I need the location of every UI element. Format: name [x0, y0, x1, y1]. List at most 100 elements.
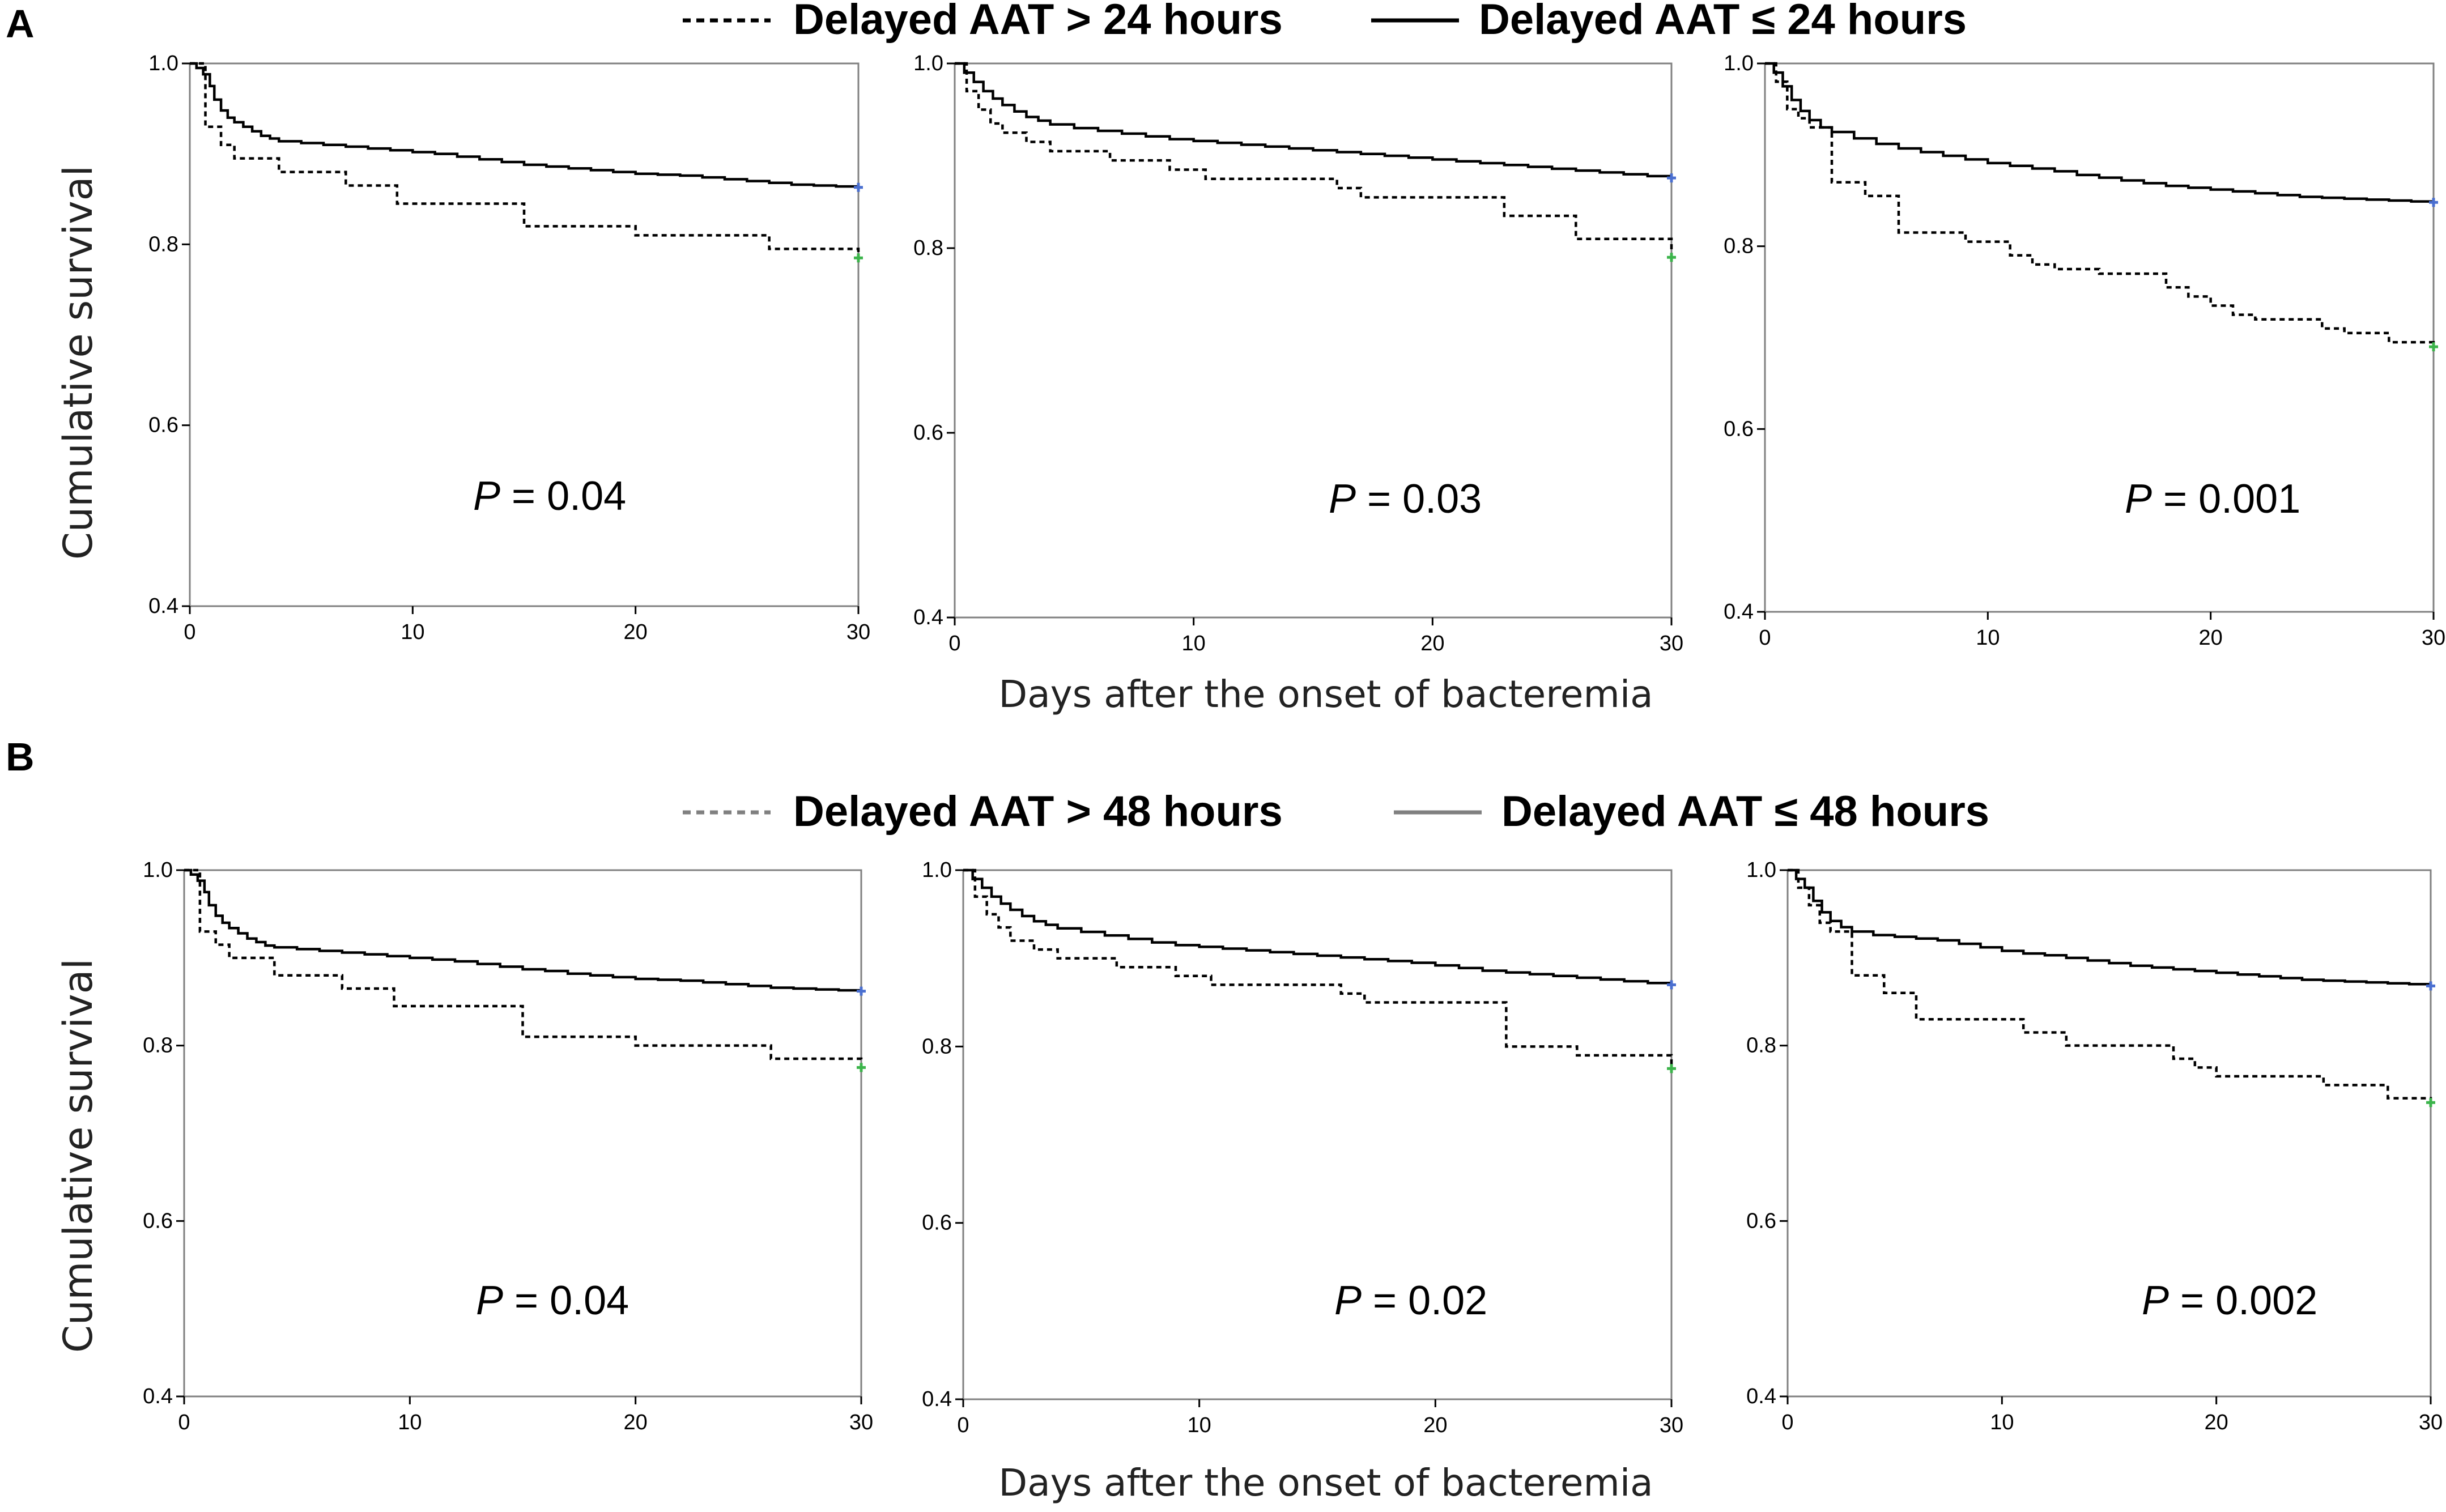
plot-b3-xtick-label: 30: [2419, 1411, 2443, 1434]
plot-a3: 0.4 0.6 0.8 1.0 0 10 20 30 P = 0.001: [1724, 52, 2445, 650]
plot-b2-dashed-censor-mark: [1667, 1064, 1676, 1074]
plot-b1-xtick-label: 20: [624, 1411, 648, 1434]
plot-b2-ytick-label: 0.8: [922, 1034, 952, 1058]
plot-a1-xtick-label: 30: [846, 620, 870, 644]
plot-a1-xtick-label: 20: [624, 620, 648, 644]
plot-a3-frame: [1764, 62, 2435, 613]
plot-a1-ytick-label: 0.6: [148, 414, 178, 437]
plot-b1-solid-curve: [184, 868, 863, 992]
plot-b1: 0.4 0.6 0.8 1.0 0 10 20 30 P = 0.04: [143, 858, 873, 1434]
plot-a3-ytick-label: 0.6: [1724, 417, 1754, 441]
plot-b1-p-number: = 0.04: [503, 1278, 629, 1323]
plot-b3-xtick-label: 20: [2205, 1411, 2228, 1434]
plot-a2-xtick-label: 10: [1182, 632, 1206, 655]
plot-b2-xtick-label: 0: [957, 1413, 969, 1437]
plot-b3-frame: [1786, 869, 2432, 1398]
plot-a1-p-symbol: P: [473, 474, 500, 519]
plot-b3-xtick-label: 10: [1990, 1411, 2014, 1434]
plot-a1-ytick-label: 1.0: [148, 52, 178, 75]
plot-a2-p-number: = 0.03: [1356, 476, 1482, 522]
plot-a1-solid-censor-mark: [854, 182, 863, 192]
plot-a1-p-value: P = 0.04: [473, 474, 626, 519]
plot-b2-solid-curve: [963, 868, 1673, 985]
plot-b3-p-symbol: P: [2142, 1278, 2169, 1323]
plot-b2-ytick-label: 0.4: [922, 1387, 952, 1411]
plot-a2-ytick-label: 1.0: [913, 52, 943, 75]
plot-b3-ytick-label: 0.4: [1746, 1385, 1776, 1408]
plot-a2-p-symbol: P: [1329, 476, 1356, 522]
plot-b3-dashed-censor-mark: [2426, 1098, 2435, 1108]
plot-b3-p-number: = 0.002: [2169, 1278, 2317, 1323]
plot-b3-p-value: P = 0.002: [2142, 1278, 2317, 1323]
plot-b2: 0.4 0.6 0.8 1.0 0 10 20 30 P = 0.02: [922, 858, 1683, 1437]
plot-b2-ytick-label: 0.6: [922, 1211, 952, 1235]
plot-b1-p-symbol: P: [476, 1278, 503, 1323]
plot-b3-ytick-label: 1.0: [1746, 858, 1776, 882]
plot-b2-dashed-curve: [963, 868, 1673, 1069]
plot-a1-dashed-censor-mark: [854, 253, 863, 263]
plot-b2-xtick-label: 10: [1188, 1413, 1211, 1437]
plot-a2-p-value: P = 0.03: [1329, 476, 1482, 522]
plot-b2-xtick-label: 20: [1423, 1413, 1447, 1437]
plot-a2-ytick-label: 0.8: [913, 236, 943, 260]
legend-b-dashed-label: Delayed AAT > 48 hours: [793, 787, 1283, 836]
plot-a2: 0.4 0.6 0.8 1.0 0 10 20 30 P = 0.03: [913, 52, 1683, 655]
plot-a1-xtick-label: 10: [401, 620, 424, 644]
plot-a3-p-value: P = 0.001: [2125, 476, 2300, 522]
legend-a-solid-label: Delayed AAT ≤ 24 hours: [1479, 0, 1967, 44]
plot-a2-dashed-censor-mark: [1667, 253, 1676, 262]
plot-a2-solid-censor-mark: [1667, 173, 1676, 183]
legend-a-dashed-label: Delayed AAT > 24 hours: [793, 0, 1283, 44]
plot-a1: 0.4 0.6 0.8 1.0 0 10 20 30 P = 0.04: [148, 52, 870, 644]
plot-b1-dashed-censor-mark: [857, 1063, 866, 1072]
plot-b3-xtick-label: 0: [1781, 1411, 1793, 1434]
plot-a3-ytick-label: 1.0: [1724, 52, 1754, 75]
plot-b1-ytick-label: 0.6: [143, 1209, 173, 1233]
plot-b1-p-value: P = 0.04: [476, 1278, 629, 1323]
plot-a2-frame: [954, 62, 1673, 619]
plot-b2-xtick-label: 30: [1660, 1413, 1683, 1437]
plot-b2-frame: [962, 869, 1673, 1400]
plot-b3-ytick-label: 0.8: [1746, 1034, 1776, 1058]
plot-b1-ytick-label: 1.0: [143, 858, 173, 882]
plot-a1-ytick-label: 0.4: [148, 594, 178, 618]
plot-a3-dashed-censor-mark: [2429, 342, 2438, 352]
legend-b-solid-label: Delayed AAT ≤ 48 hours: [1501, 787, 1989, 836]
legend-b: Delayed AAT > 48 hours Delayed AAT ≤ 48 …: [683, 787, 1989, 836]
panel-a-xlabel: Days after the onset of bacteremia: [998, 672, 1653, 716]
plot-a1-frame: [189, 62, 860, 607]
plot-a1-dashed-curve: [190, 62, 860, 258]
plot-a3-p-symbol: P: [2125, 476, 2152, 522]
plot-a3-xtick-label: 30: [2422, 626, 2445, 650]
plot-a1-xtick-label: 0: [184, 620, 195, 644]
plot-b2-p-number: = 0.02: [1362, 1278, 1487, 1323]
plot-a2-xtick-label: 30: [1660, 632, 1683, 655]
panel-b-xlabel: Days after the onset of bacteremia: [998, 1461, 1653, 1505]
plot-a3-solid-curve: [1765, 62, 2435, 203]
plot-a1-solid-curve: [190, 62, 860, 188]
panel-a-letter: A: [6, 2, 35, 46]
plot-b3-solid-curve: [1788, 868, 2432, 986]
plot-a3-p-number: = 0.001: [2152, 476, 2300, 522]
plot-b1-ytick-label: 0.4: [143, 1385, 173, 1408]
plot-a3-xtick-label: 0: [1759, 626, 1771, 650]
plot-b1-frame: [183, 869, 862, 1398]
plot-b1-xtick-label: 0: [178, 1411, 190, 1434]
plot-b1-solid-censor-mark: [857, 986, 866, 996]
plot-b2-p-symbol: P: [1334, 1278, 1362, 1323]
plot-b1-ytick-label: 0.8: [143, 1034, 173, 1058]
plot-a2-solid-curve: [955, 62, 1673, 178]
plot-a1-p-number: = 0.04: [500, 474, 626, 519]
panel-b-letter: B: [6, 735, 35, 779]
panel-a-ylabel: Cumulative survival: [55, 165, 101, 560]
plot-a2-ytick-label: 0.6: [913, 421, 943, 445]
plot-a3-ytick-label: 0.8: [1724, 235, 1754, 258]
legend-a: Delayed AAT > 24 hours Delayed AAT ≤ 24 …: [683, 0, 1967, 44]
panel-b-ylabel: Cumulative survival: [55, 959, 101, 1353]
plot-a3-solid-censor-mark: [2429, 198, 2438, 207]
plot-a2-ytick-label: 0.4: [913, 606, 943, 629]
plot-a3-dashed-curve: [1765, 62, 2435, 347]
plot-b1-xtick-label: 30: [849, 1411, 873, 1434]
plot-b1-xtick-label: 10: [398, 1411, 422, 1434]
